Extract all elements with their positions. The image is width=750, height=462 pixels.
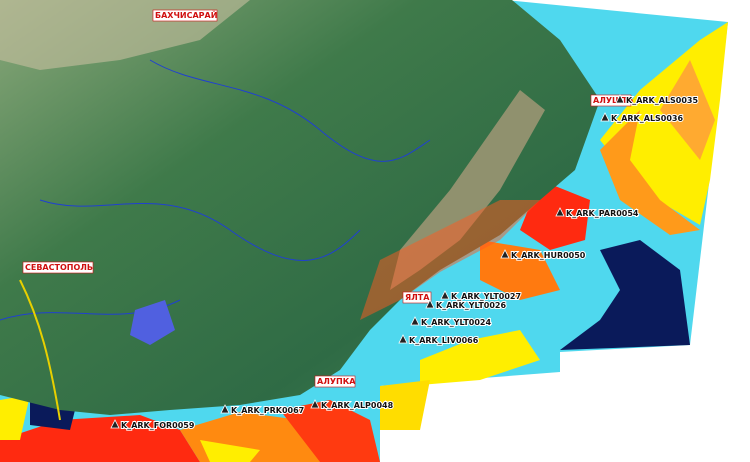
station-marker [600, 112, 610, 122]
station-marker [500, 249, 510, 259]
city-label: БАХЧИСАРАЙ [155, 9, 217, 20]
city-box [22, 261, 94, 274]
road [19, 279, 61, 421]
station-label: K_ARK_PRK0067 [231, 406, 304, 415]
city-box [402, 291, 432, 304]
city-box [152, 9, 218, 22]
city-label: АЛУПКА [317, 377, 356, 386]
station-marker [220, 404, 230, 414]
land-coverage [360, 200, 540, 320]
station-marker [555, 207, 565, 217]
station-label: K_ARK_YLT0024 [421, 318, 491, 327]
station-label: K_ARK_ALS0035 [626, 96, 699, 105]
station-marker [425, 299, 435, 309]
station-label: K_ARK_HUR0050 [511, 251, 586, 260]
station-marker [310, 399, 320, 409]
station-marker [615, 94, 625, 104]
station-marker [410, 316, 420, 326]
city-box [314, 375, 356, 388]
station-label: K_ARK_LIV0066 [409, 336, 479, 345]
station-label: K_ARK_ALP0048 [321, 401, 394, 410]
station-label: K_ARK_ALS0036 [611, 114, 684, 123]
station-marker [110, 419, 120, 429]
station-label: K_ARK_YLT0027 [451, 292, 521, 301]
station-label: K_ARK_PAR0054 [566, 209, 639, 218]
station-marker [440, 290, 450, 300]
lake [130, 300, 175, 345]
station-label: K_ARK_FOR0059 [121, 421, 195, 430]
city-label: СЕВАСТОПОЛЬ [25, 263, 93, 272]
station-label: K_ARK_YLT0026 [436, 301, 506, 310]
labels: БАХЧИСАРАЙ СЕВАСТОПОЛЬ АЛУШТА ЯЛТА АЛУПКА K_A… [22, 9, 700, 431]
city-box [590, 94, 632, 107]
station-marker [398, 334, 408, 344]
city-label: АЛУШТА [593, 96, 634, 105]
city-label: ЯЛТА [405, 293, 430, 302]
